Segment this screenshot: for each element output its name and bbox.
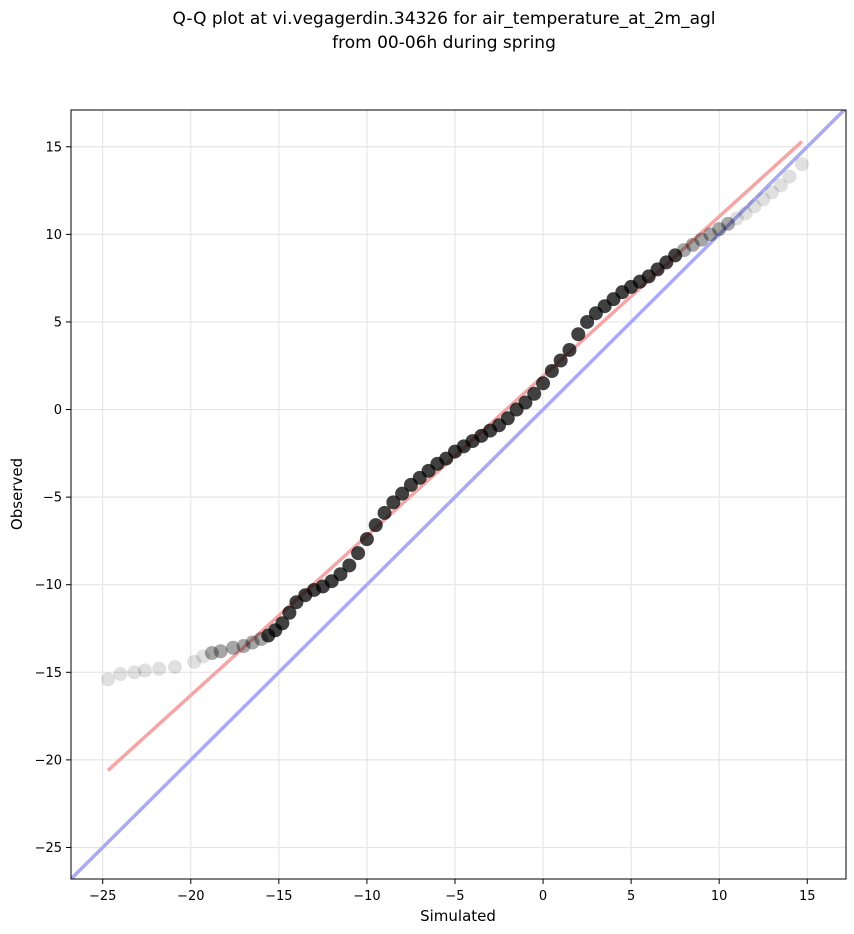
- quantile-point: [187, 654, 202, 669]
- quantile-point: [196, 649, 211, 664]
- quantile-point: [738, 206, 753, 221]
- quantile-point: [386, 495, 401, 510]
- quantile-point: [676, 243, 691, 258]
- quantile-point: [668, 248, 683, 263]
- quantile-point: [694, 232, 709, 247]
- quantile-point: [167, 660, 182, 675]
- x-tick-label: 15: [799, 889, 816, 904]
- quantile-point: [518, 395, 533, 410]
- quantile-point: [536, 376, 551, 391]
- quantile-points: [100, 157, 809, 687]
- quantile-point: [236, 639, 251, 654]
- x-tick-label: 5: [627, 889, 635, 904]
- y-tick-label: 0: [54, 403, 62, 418]
- quantile-point: [782, 169, 797, 184]
- x-tick-label: −15: [265, 889, 292, 904]
- quantile-point: [245, 635, 260, 650]
- quantile-point: [342, 558, 357, 573]
- chart-title: Q-Q plot at vi.vegagerdin.34326 for air_…: [172, 9, 715, 29]
- y-tick-label: −25: [35, 841, 62, 856]
- quantile-point: [747, 199, 762, 214]
- quantile-point: [562, 342, 577, 357]
- y-tick-label: 5: [54, 315, 62, 330]
- y-tick-label: −20: [35, 753, 62, 768]
- quantile-point: [213, 644, 228, 659]
- y-tick-label: −5: [43, 491, 62, 506]
- quantile-point: [137, 663, 152, 678]
- quantile-point: [500, 411, 515, 426]
- quantile-point: [756, 192, 771, 207]
- x-axis-ticks: −25 −20 −15 −10 −5 0 5 10 15: [89, 879, 816, 904]
- quantile-point: [359, 532, 374, 547]
- quantile-point: [773, 178, 788, 193]
- quantile-point: [282, 605, 297, 620]
- quantile-point: [729, 211, 744, 226]
- quantile-point: [553, 353, 568, 368]
- quantile-point: [395, 486, 410, 501]
- quantile-point: [127, 665, 142, 680]
- quantile-point: [794, 157, 809, 172]
- quantile-point: [377, 505, 392, 520]
- y-tick-label: 15: [45, 140, 62, 155]
- quantile-point: [113, 667, 128, 682]
- quantile-point: [720, 216, 735, 231]
- x-tick-label: 0: [539, 889, 547, 904]
- quantile-point: [685, 237, 700, 252]
- quantile-point: [204, 646, 219, 661]
- quantile-point: [275, 616, 290, 631]
- quantile-point: [368, 518, 383, 533]
- quantile-point: [571, 327, 586, 342]
- identity-line: [71, 110, 846, 879]
- y-axis-ticks: −25 −20 −15 −10 −5 0 5 10 15: [35, 140, 71, 856]
- grid: [71, 110, 846, 879]
- y-tick-label: 10: [45, 228, 62, 243]
- x-tick-label: −20: [177, 889, 204, 904]
- x-tick-label: 10: [711, 889, 728, 904]
- plot-frame: [70, 109, 847, 880]
- y-axis-label: Observed: [8, 458, 26, 530]
- quantile-point: [100, 672, 115, 687]
- quantile-point: [765, 185, 780, 200]
- quantile-point: [544, 364, 559, 379]
- quantile-point: [351, 546, 366, 561]
- quantile-point: [152, 661, 167, 676]
- plot-area: [70, 109, 847, 880]
- quantile-point: [703, 227, 718, 242]
- y-tick-label: −10: [35, 578, 62, 593]
- quantile-point: [226, 640, 241, 655]
- x-tick-label: −10: [353, 889, 380, 904]
- quantile-point: [580, 314, 595, 329]
- x-axis-label: Simulated: [420, 907, 496, 925]
- x-tick-label: −5: [445, 889, 464, 904]
- chart-subtitle: from 00-06h during spring: [332, 33, 556, 53]
- quantile-point: [712, 222, 727, 237]
- quantile-point: [527, 386, 542, 401]
- y-tick-label: −15: [35, 666, 62, 681]
- quantile-point: [333, 567, 348, 582]
- x-tick-label: −25: [89, 889, 116, 904]
